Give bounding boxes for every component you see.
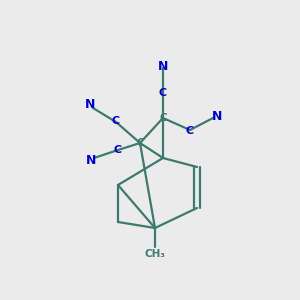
Text: C: C: [186, 126, 194, 136]
Text: N: N: [158, 59, 168, 73]
Text: N: N: [86, 154, 96, 167]
Text: C: C: [114, 145, 122, 155]
Text: C: C: [136, 138, 144, 148]
Text: C: C: [159, 113, 167, 123]
Text: C: C: [159, 88, 167, 98]
Text: N: N: [212, 110, 222, 122]
Text: N: N: [85, 98, 95, 112]
Text: CH₃: CH₃: [145, 249, 166, 259]
Text: C: C: [112, 116, 120, 126]
